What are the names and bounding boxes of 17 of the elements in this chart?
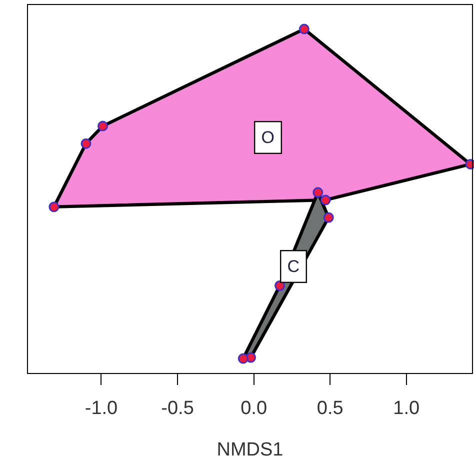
- point: [98, 120, 108, 132]
- x-tick-label: 1.0: [393, 398, 420, 419]
- point: [312, 187, 324, 198]
- annotation: C: [287, 257, 300, 276]
- point: [80, 138, 92, 149]
- x-tick-label: 0.0: [240, 398, 268, 419]
- x-tick-label: 0.5: [316, 398, 344, 419]
- point: [48, 202, 60, 212]
- x-tick-label: -1.0: [84, 398, 118, 419]
- x-axis-title: NMDS1: [216, 440, 284, 461]
- point: [320, 194, 331, 206]
- point: [298, 24, 310, 34]
- point: [323, 212, 334, 223]
- annotation: O: [261, 128, 274, 148]
- point: [238, 353, 248, 364]
- point: [274, 280, 285, 291]
- x-tick-label: -0.5: [161, 398, 194, 419]
